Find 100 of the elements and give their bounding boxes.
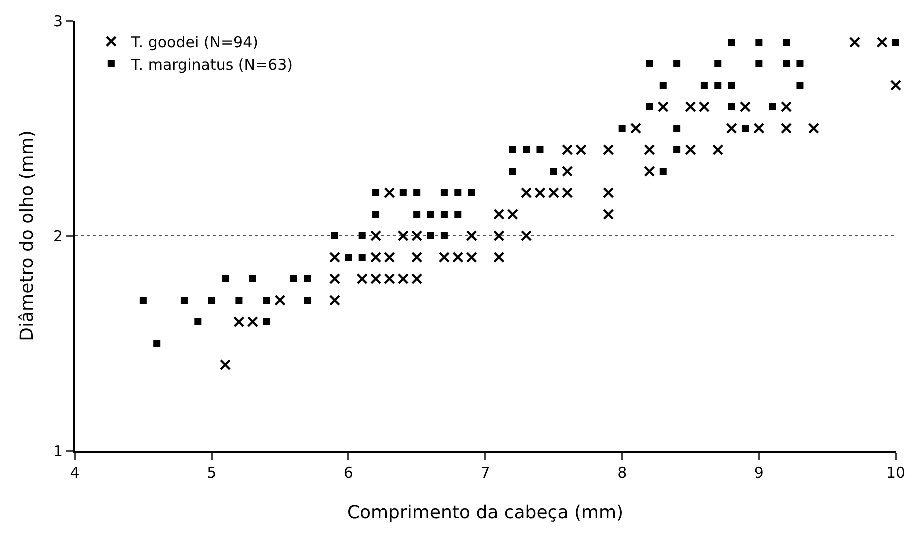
point (728, 104, 736, 110)
point (411, 230, 423, 242)
point (876, 36, 888, 48)
x-tick-label: 4 (70, 464, 80, 482)
point (454, 190, 462, 196)
point (440, 190, 448, 196)
point (700, 82, 708, 89)
point (452, 252, 464, 264)
point (507, 208, 518, 220)
point (372, 190, 380, 196)
point (358, 232, 366, 240)
point (658, 101, 669, 113)
point (427, 211, 434, 218)
point (712, 144, 724, 156)
point (562, 144, 574, 156)
point (509, 168, 516, 175)
point (384, 187, 396, 199)
x-tick-label: 8 (618, 464, 628, 482)
point (234, 316, 245, 328)
point (494, 252, 505, 264)
point (674, 125, 681, 132)
point (618, 125, 626, 132)
point (808, 122, 820, 134)
point (494, 208, 505, 220)
point (603, 144, 614, 156)
point (414, 190, 421, 196)
point (304, 297, 312, 304)
point (509, 146, 516, 154)
point (411, 252, 423, 264)
x-axis-title: Comprimento da cabeça (mm) (347, 502, 624, 524)
point (536, 146, 544, 154)
point (194, 318, 202, 326)
point (674, 60, 681, 68)
point (400, 190, 407, 196)
point (345, 254, 352, 261)
point (780, 122, 792, 134)
point (370, 230, 382, 242)
y-tick-label: 3 (53, 12, 63, 30)
point (754, 122, 765, 134)
y-tick-label: 2 (53, 227, 63, 246)
point (520, 187, 532, 199)
point (236, 297, 243, 304)
point (728, 39, 736, 46)
point (562, 187, 574, 199)
point (576, 144, 587, 156)
point (370, 273, 382, 285)
point (603, 208, 614, 220)
point (685, 144, 696, 156)
point (674, 146, 681, 154)
point (728, 82, 736, 89)
point (249, 276, 256, 282)
y-tick-label: 1 (53, 442, 63, 460)
point (520, 230, 532, 242)
point (414, 211, 421, 218)
legend-label: T. goodei (N=94) (130, 33, 258, 52)
point (796, 60, 804, 68)
point (263, 297, 270, 304)
point (603, 187, 614, 199)
point (756, 60, 763, 68)
x-tick-label: 6 (344, 464, 354, 482)
point (411, 273, 423, 285)
point (494, 230, 505, 242)
point (660, 168, 667, 175)
point (685, 101, 696, 113)
point (646, 60, 654, 68)
point (783, 60, 790, 68)
point (698, 101, 710, 113)
point (398, 230, 409, 242)
x-tick-label: 10 (886, 464, 906, 482)
x-tick-label: 9 (754, 464, 764, 482)
x-tick-label: 5 (207, 464, 217, 482)
point (140, 297, 147, 304)
point (427, 232, 434, 240)
y-axis-title: Diâmetro do olho (mm) (17, 130, 38, 342)
point (454, 211, 462, 218)
point (208, 297, 216, 304)
point (180, 297, 188, 304)
point (384, 252, 396, 264)
legend-label: T. marginatus (N=63) (130, 56, 293, 74)
point (890, 80, 902, 92)
point (548, 187, 560, 199)
point (646, 104, 654, 110)
point (304, 276, 312, 282)
point (263, 318, 270, 326)
point (660, 82, 667, 89)
point (329, 273, 341, 285)
point (154, 340, 161, 347)
point (398, 273, 409, 285)
point (372, 211, 380, 218)
point (290, 276, 298, 282)
point (220, 359, 232, 371)
point (384, 273, 396, 285)
point (550, 168, 558, 175)
point (644, 166, 656, 178)
point (247, 316, 258, 328)
point (892, 39, 900, 46)
point (562, 166, 574, 178)
point (783, 39, 790, 46)
point (769, 104, 776, 110)
point (756, 39, 763, 46)
